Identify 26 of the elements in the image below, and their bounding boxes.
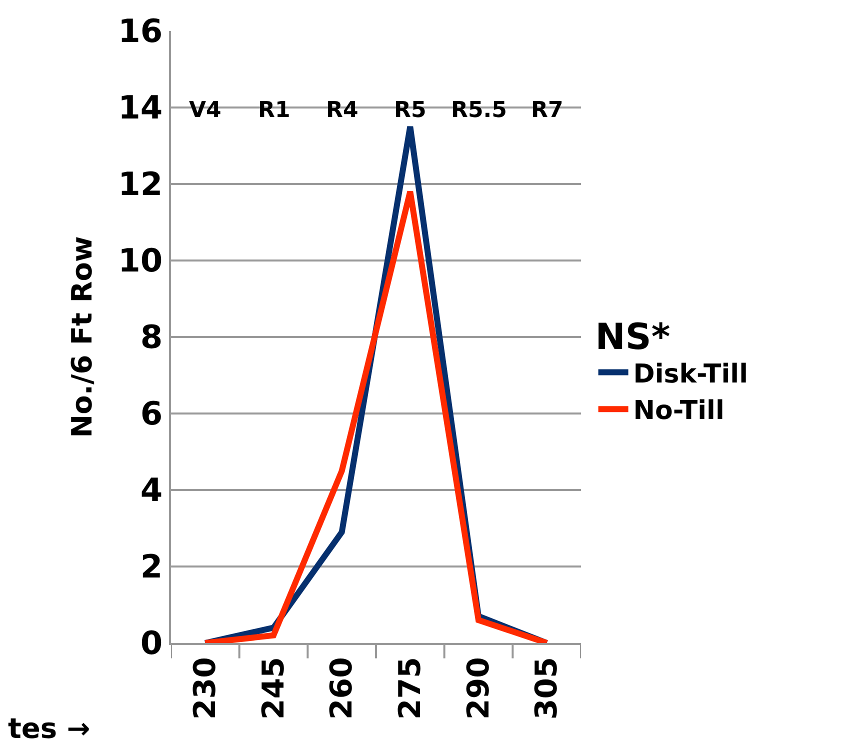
y-axis-title: No./6 Ft Row [65,236,98,438]
x-tick-label: 290 [461,657,496,720]
legend-label: No-Till [633,396,724,426]
y-tick-label: 8 [140,318,163,356]
annotation: R5 [394,98,426,123]
annotation: R7 [531,98,564,123]
y-tick-label: 12 [118,165,163,204]
y-tick-label: 0 [140,624,163,662]
y-tick-label: 4 [140,471,163,510]
x-tick-label: 230 [188,657,223,720]
y-tick-label: 10 [118,242,163,280]
annotation: R4 [326,98,358,123]
legend-title: NS* [595,316,670,358]
y-tick-label: 16 [118,12,163,50]
x-tick-label: 305 [530,657,565,720]
annotation: R5.5 [451,98,507,123]
legend-label: Disk-Till [633,359,748,390]
x-tick-label: 245 [256,657,292,720]
annotation: R1 [258,98,290,123]
y-tick-label: 2 [140,548,163,586]
x-tick-label: 260 [324,657,360,720]
y-tick-label: 14 [118,88,163,127]
annotation: V4 [189,98,222,123]
y-tick-label: 6 [140,394,163,433]
x-tick-label: 275 [392,657,428,720]
x-axis-title: tes → [8,712,90,745]
